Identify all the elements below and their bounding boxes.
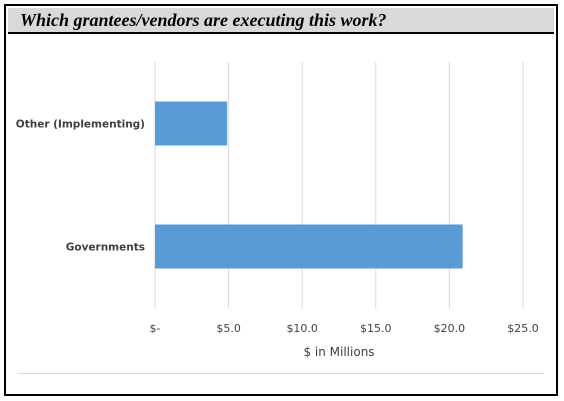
category-label: Governments [66, 242, 145, 254]
page-title: Which grantees/vendors are executing thi… [20, 10, 387, 30]
x-tick-label: $10.0 [286, 322, 318, 335]
chart-area: Other (Implementing) Governments $- $5.0 $1… [8, 34, 554, 392]
bar [155, 101, 228, 146]
x-tick-label: $- [150, 322, 161, 335]
gridlines [154, 62, 524, 308]
title-bar: Which grantees/vendors are executing thi… [8, 8, 554, 34]
category-labels: Other (Implementing) Governments [16, 119, 145, 254]
bar [155, 224, 463, 269]
x-tick-label: $20.0 [434, 322, 466, 335]
x-tick-label: $25.0 [507, 322, 539, 335]
bar-chart: Other (Implementing) Governments $- $5.0 $1… [16, 62, 539, 359]
x-tick-labels: $- $5.0 $10.0 $15.0 $20.0 $25.0 [150, 322, 539, 335]
chart-frame: Which grantees/vendors are executing thi… [4, 4, 558, 396]
category-label: Other (Implementing) [16, 119, 145, 131]
chart-bottom-divider [18, 373, 544, 374]
x-tick-label: $5.0 [216, 322, 241, 335]
x-tick-label: $15.0 [360, 322, 392, 335]
x-axis-title: $ in Millions [303, 345, 374, 359]
bars [155, 101, 463, 269]
